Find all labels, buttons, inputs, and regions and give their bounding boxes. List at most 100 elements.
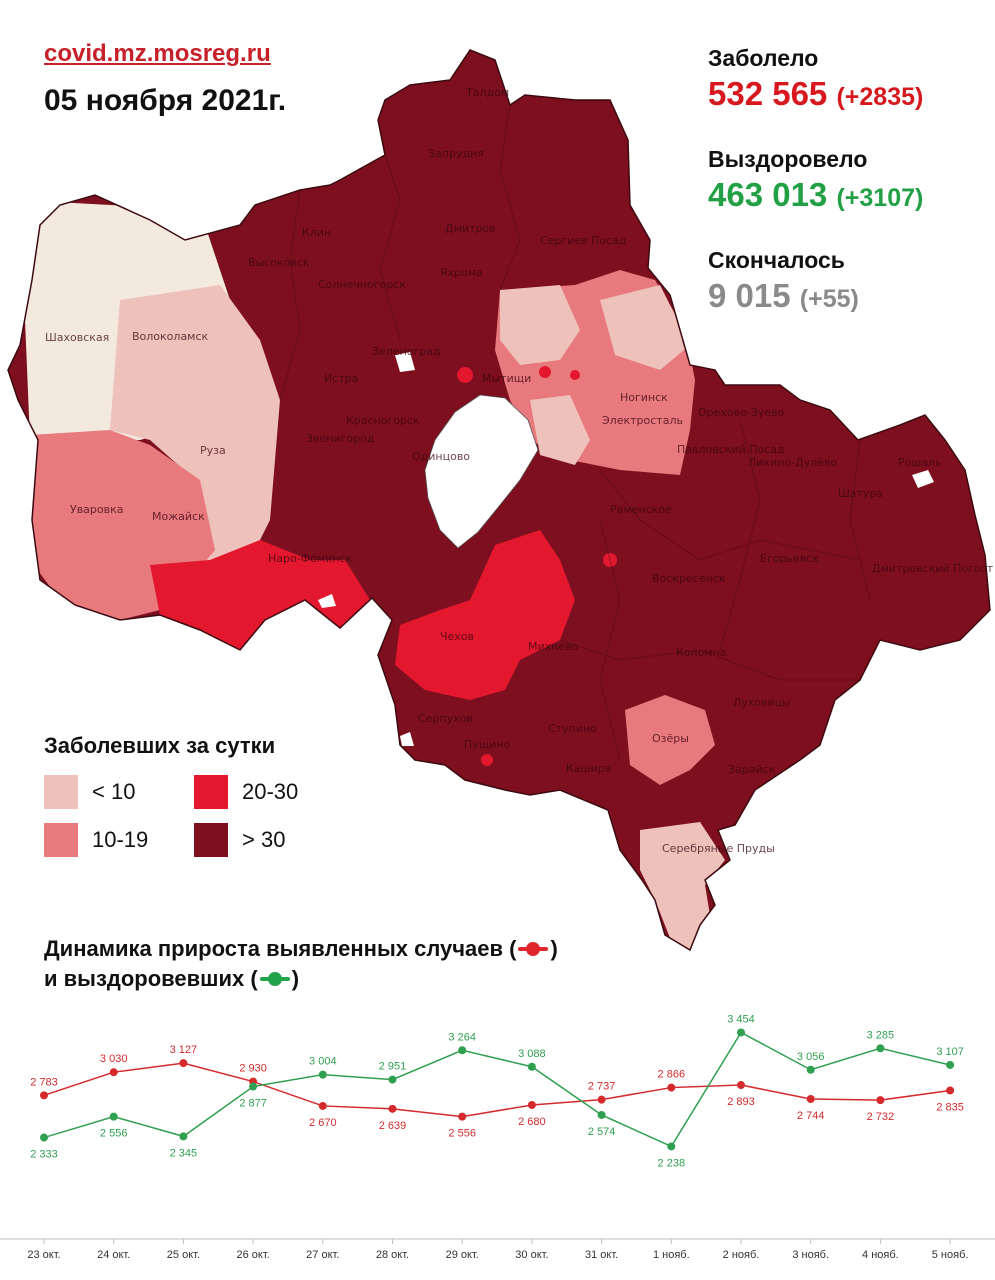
recovered-label: Выздоровело — [708, 146, 868, 172]
city-label: Шатура — [838, 487, 883, 500]
data-label: 2 680 — [518, 1116, 546, 1128]
data-label: 3 004 — [309, 1056, 337, 1068]
data-point — [109, 1068, 118, 1077]
data-label: 2 866 — [658, 1069, 686, 1081]
recovered-value: 463 013 (+3107) — [708, 175, 988, 218]
data-label: 2 670 — [309, 1117, 337, 1129]
city-label: Яхрома — [440, 266, 483, 279]
x-tick-label: 5 нояб. — [932, 1249, 969, 1261]
legend-title: Заболевших за сутки — [44, 733, 276, 758]
legend-item-10-19: 10-19 — [44, 823, 194, 857]
legend-label: < 10 — [92, 779, 136, 804]
city-label: Павловский Посад — [677, 443, 785, 456]
dynamics-title-line2: и выздоровевших ( — [44, 966, 258, 991]
x-tick-label: 24 окт. — [97, 1249, 130, 1261]
city-label: Дмитров — [445, 222, 496, 235]
x-tick-label: 29 окт. — [446, 1249, 479, 1261]
x-tick-label: 2 нояб. — [723, 1249, 760, 1261]
data-label: 2 574 — [588, 1126, 616, 1138]
city-label: Серебряные Пруды — [662, 842, 775, 855]
moscow-region-map: Дмитров Талдом Запрудня Клин Высоковск Сергие… — [7, 49, 994, 952]
city-label: Истра — [324, 372, 358, 385]
data-label: 2 951 — [379, 1061, 407, 1073]
data-label: 2 345 — [170, 1147, 198, 1159]
data-point — [249, 1082, 258, 1091]
city-label: Зарайск — [728, 763, 776, 776]
data-point — [388, 1075, 397, 1084]
data-point — [458, 1112, 467, 1121]
city-label: Воскресенск — [652, 572, 726, 585]
sick-delta: (+2835) — [836, 83, 924, 111]
deceased-value: 9 015 (+55) — [708, 276, 988, 319]
recovered-delta: (+3107) — [836, 184, 924, 212]
data-label: 2 835 — [936, 1101, 964, 1113]
city-label: Можайск — [152, 510, 205, 523]
city-label: Руза — [200, 444, 226, 457]
legend-swatch — [44, 775, 78, 809]
city-label: Мытищи — [482, 372, 531, 385]
x-tick-label: 25 окт. — [167, 1249, 200, 1261]
dynamics-line-chart: 23 окт. 24 окт. 25 окт. 26 окт. 27 окт. 28 ок… — [0, 1013, 995, 1261]
series-line — [43, 1031, 951, 1148]
data-label: 3 088 — [518, 1048, 546, 1060]
stats-panel: Заболело 532 565 (+2835) Выздоровело 463… — [708, 42, 988, 345]
city-label: Михнево — [528, 640, 579, 653]
city-label: Запрудня — [428, 147, 484, 160]
data-point — [40, 1091, 48, 1100]
dynamics-title-close: ) — [291, 966, 300, 991]
x-tick-label: 1 нояб. — [653, 1249, 690, 1261]
legend-label: > 30 — [242, 827, 286, 852]
data-label: 2 893 — [727, 1096, 755, 1108]
data-point — [40, 1133, 48, 1142]
city-label: Солнечногорск — [318, 278, 406, 291]
city-label: Чехов — [440, 630, 474, 643]
data-label: 3 285 — [867, 1029, 895, 1041]
data-point — [597, 1110, 606, 1119]
legend-swatch — [44, 823, 78, 857]
source-link[interactable]: covid.mz.mosreg.ru — [44, 40, 271, 67]
legend-item-gt30: > 30 — [194, 823, 344, 857]
data-point — [737, 1081, 745, 1090]
data-point — [388, 1104, 397, 1113]
data-label: 3 056 — [797, 1051, 825, 1063]
data-point — [179, 1059, 188, 1068]
city-label: Раменское — [610, 503, 672, 516]
city-label: Пущино — [464, 738, 510, 751]
city-label: Ногинск — [620, 391, 668, 404]
data-point — [737, 1028, 745, 1037]
data-point — [179, 1132, 188, 1141]
city-label: Коломна — [676, 646, 727, 659]
deceased-label: Скончалось — [708, 247, 845, 273]
data-point — [597, 1095, 606, 1104]
city-label: Красногорск — [346, 414, 420, 427]
red-series-marker-icon — [518, 942, 549, 956]
city-label: Звенигород — [306, 432, 375, 445]
x-tick-label: 27 окт. — [306, 1249, 339, 1261]
legend-swatch — [194, 823, 228, 857]
data-point — [458, 1046, 467, 1055]
green-series-marker-icon — [259, 972, 290, 986]
report-date: 05 ноября 2021г. — [44, 84, 287, 117]
legend-label: 20-30 — [242, 779, 299, 804]
data-label: 3 107 — [936, 1046, 964, 1058]
dynamics-title: Динамика прироста выявленных случаев ( )… — [44, 934, 558, 994]
data-point — [667, 1083, 676, 1092]
city-label: Наро-Фоминск — [268, 552, 353, 565]
data-point — [946, 1086, 955, 1095]
city-label: Зеленоград — [372, 345, 441, 358]
x-tick-label: 23 окт. — [27, 1249, 60, 1261]
city-label: Высоковск — [248, 256, 310, 269]
city-label: Шаховская — [45, 331, 109, 344]
data-label: 2 737 — [588, 1081, 616, 1093]
x-tick-label: 26 окт. — [236, 1249, 269, 1261]
city-label: Волоколамск — [132, 330, 209, 343]
data-label: 3 127 — [170, 1044, 198, 1056]
sick-value: 532 565 (+2835) — [708, 74, 988, 117]
sick-total: 532 565 — [708, 75, 828, 112]
x-tick-label: 4 нояб. — [862, 1249, 899, 1261]
data-label: 2 877 — [239, 1098, 267, 1110]
data-point — [667, 1142, 676, 1151]
data-label: 3 264 — [448, 1031, 476, 1043]
data-point — [806, 1065, 815, 1074]
city-label: Ликино-Дулёво — [748, 456, 837, 469]
